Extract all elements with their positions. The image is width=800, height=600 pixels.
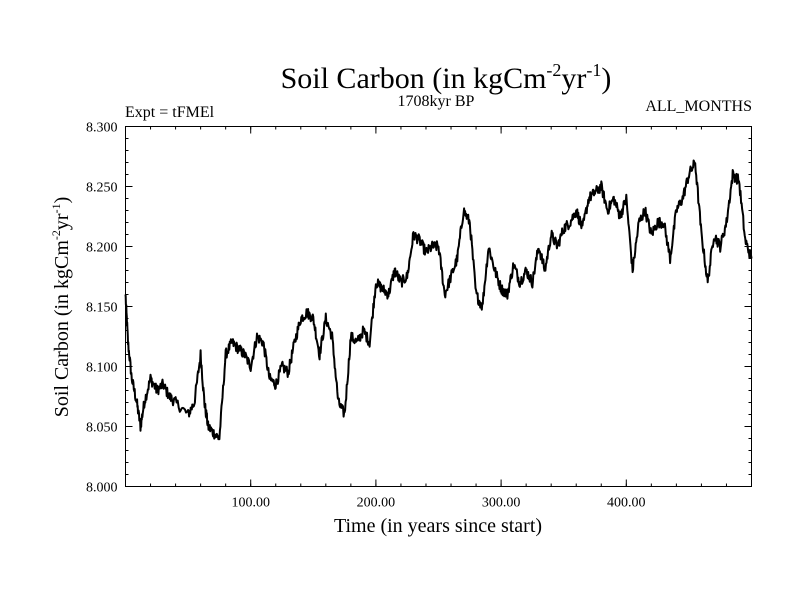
y-axis-label-sup2: -1 (49, 203, 63, 213)
y-axis-label-mid: yr (51, 213, 73, 230)
y-tick-label: 8.000 (86, 481, 118, 496)
subtitle-period: 1708kyr BP (398, 93, 475, 110)
chart-title-sup1: -2 (546, 60, 561, 80)
subtitle-months: ALL_MONTHS (645, 98, 752, 115)
chart-title-mid: yr (561, 62, 586, 95)
y-axis-label-sup1: -2 (49, 230, 63, 240)
series-line-soil-carbon (124, 159, 753, 441)
y-tick-label: 8.300 (86, 121, 118, 136)
x-tick-label: 400.00 (607, 496, 646, 511)
y-axis-label-main: Soil Carbon (in kgCm (51, 240, 73, 418)
subtitle-experiment: Expt = tFMEl (125, 104, 215, 121)
chart-title-main: Soil Carbon (in kgCm (281, 62, 547, 95)
x-tick-label: 300.00 (482, 496, 521, 511)
y-tick-label: 8.250 (86, 181, 118, 196)
chart-title: Soil Carbon (in kgCm-2yr-1) (281, 60, 612, 95)
chart-title-end: ) (601, 62, 611, 95)
y-axis-label-end: ) (51, 197, 73, 204)
y-tick-label: 8.150 (86, 301, 118, 316)
x-axis: 100.00 200.00 300.00 400.00 (150, 126, 727, 511)
chart-title-sup2: -1 (586, 60, 601, 80)
x-tick-label: 200.00 (357, 496, 396, 511)
y-axis-label: Soil Carbon (in kgCm-2yr-1) (49, 197, 73, 418)
y-tick-label: 8.050 (86, 421, 118, 436)
y-axis: 8.000 8.050 8.100 8.150 8.200 8.250 8.300 (86, 121, 752, 496)
x-tick-label: 100.00 (231, 496, 270, 511)
y-tick-label: 8.200 (86, 241, 118, 256)
x-axis-label: Time (in years since start) (334, 515, 542, 537)
y-tick-label: 8.100 (86, 361, 118, 376)
